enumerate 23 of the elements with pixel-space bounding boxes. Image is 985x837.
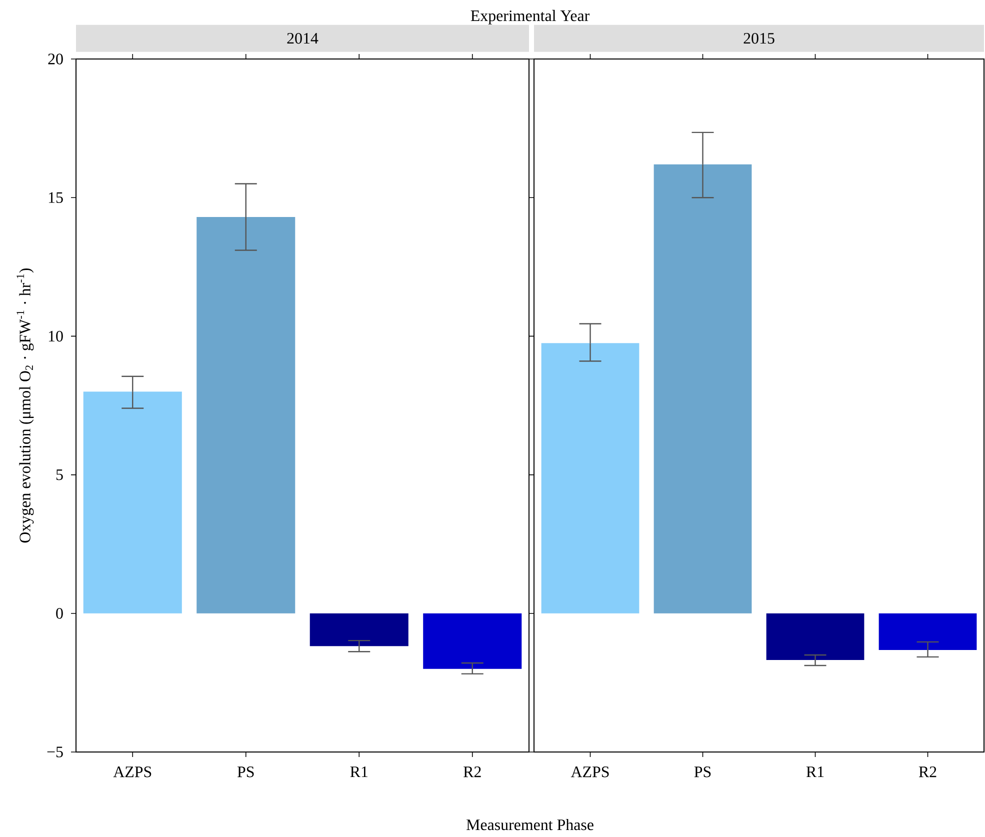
y-axis-title: Oxygen evolution (μmol O$_{2}$ · gFW$^{-1}$ · hr$^{-1}$) — [16, 268, 34, 543]
x-tick-label: R1 — [806, 766, 824, 778]
y-tick-label: 10 — [48, 330, 63, 342]
y-tick-label: 5 — [56, 470, 63, 480]
x-tick-label: R2 — [464, 766, 481, 778]
y-tick-label: 20 — [48, 54, 63, 64]
x-tick-label: PS — [694, 766, 711, 778]
y-tick-label: −5 — [47, 746, 63, 758]
y-tick-label: 0 — [56, 608, 63, 619]
bar — [310, 613, 408, 646]
y-tick-label: 15 — [48, 192, 63, 203]
x-tick-label: R1 — [350, 766, 368, 778]
bar — [83, 392, 182, 614]
x-tick-label: PS — [237, 766, 254, 778]
text: Experimental Year — [470, 10, 590, 24]
chart-title: 2015 — [744, 32, 774, 44]
x-tick-label: AZPS — [113, 766, 152, 778]
x-axis-title: Measurement Phase — [466, 818, 594, 830]
chart-title: 2014 — [287, 32, 318, 44]
x-tick-label: AZPS — [570, 766, 609, 778]
bar — [196, 216, 296, 614]
bar — [423, 613, 522, 669]
x-tick-label: R2 — [918, 766, 936, 778]
